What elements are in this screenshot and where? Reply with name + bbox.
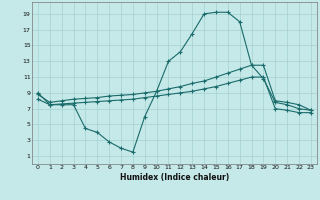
X-axis label: Humidex (Indice chaleur): Humidex (Indice chaleur) [120, 173, 229, 182]
